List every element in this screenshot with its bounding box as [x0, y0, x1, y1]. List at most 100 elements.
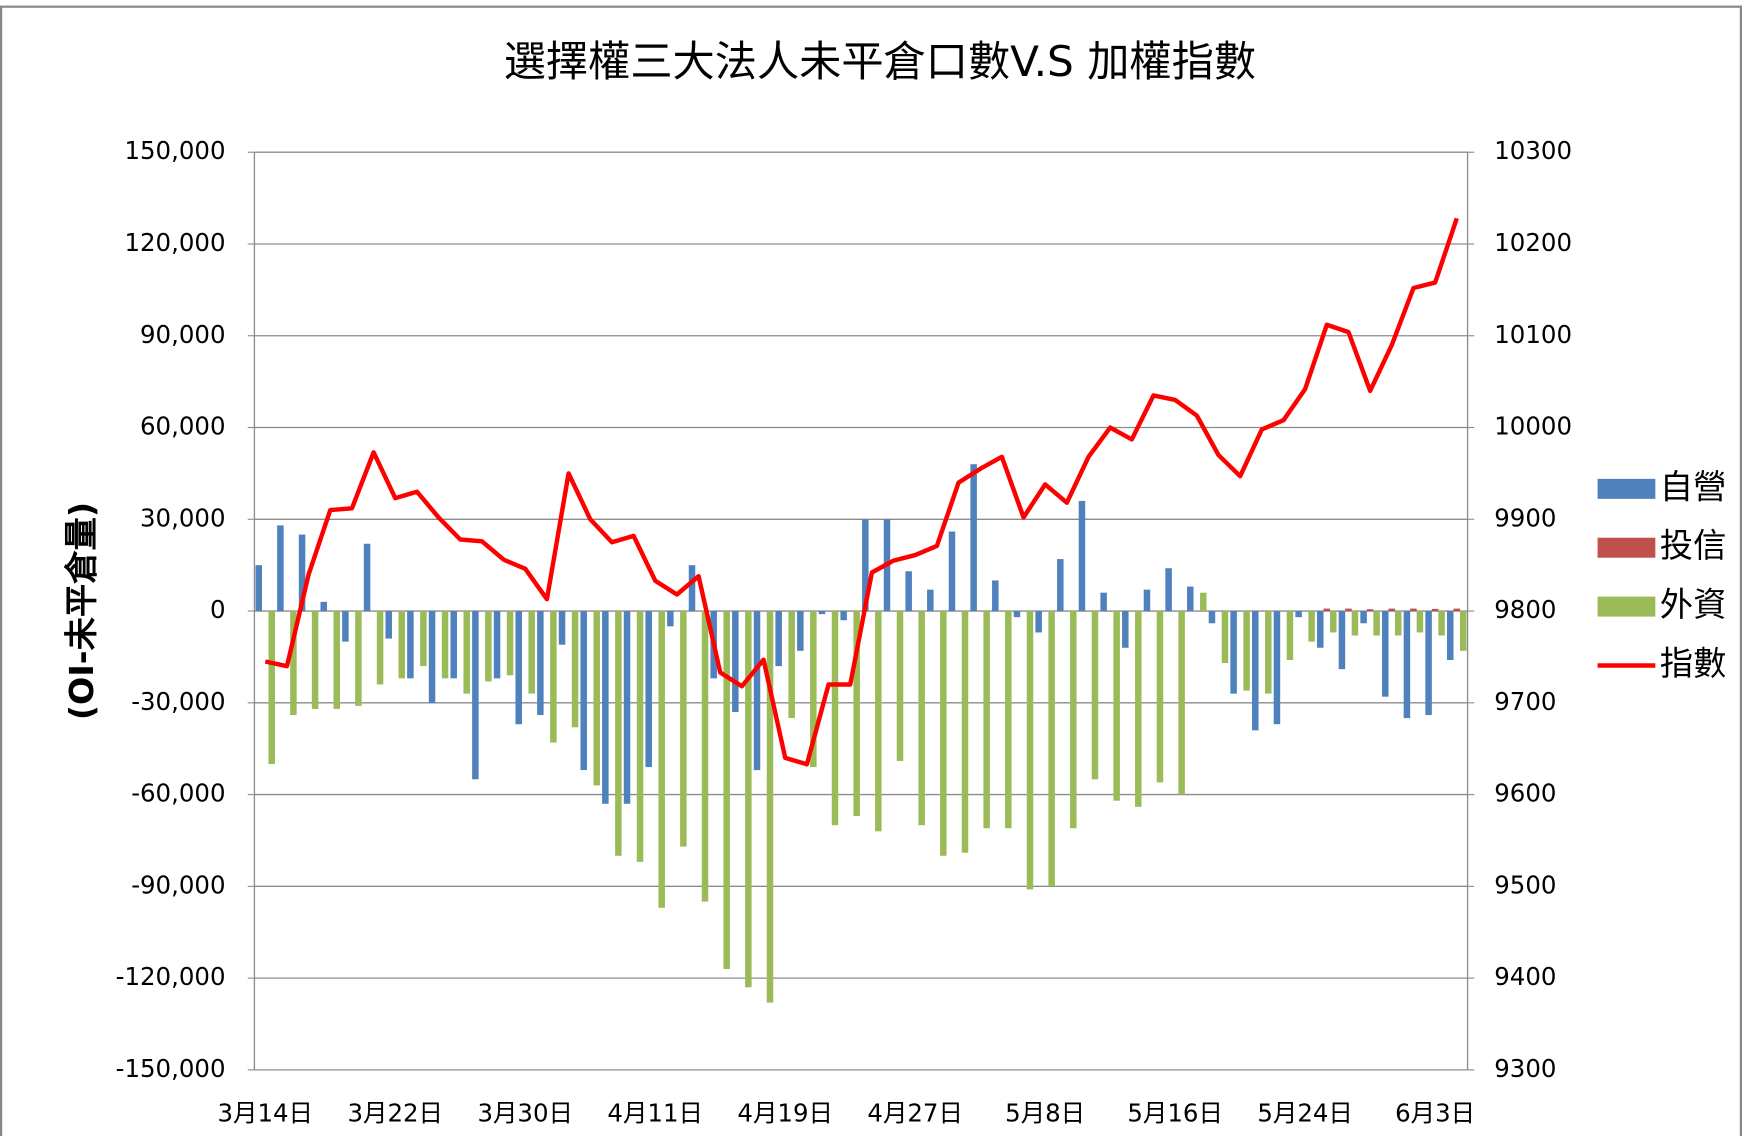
bar — [1308, 611, 1315, 642]
bar — [1323, 608, 1331, 612]
bar — [680, 611, 687, 847]
bar — [1230, 611, 1237, 694]
bar — [623, 611, 631, 804]
y2-tick-label: 9500 — [1494, 870, 1556, 899]
bar — [840, 611, 847, 621]
bar — [1143, 589, 1151, 612]
bar — [1122, 611, 1129, 648]
bar — [580, 611, 587, 771]
bar — [983, 611, 990, 829]
bar — [875, 611, 882, 832]
y2-tick-label: 10200 — [1494, 228, 1572, 257]
bar — [905, 571, 912, 612]
bar — [485, 611, 492, 682]
bar — [1317, 611, 1324, 648]
bar — [515, 611, 522, 725]
y2-tick-label: 9400 — [1494, 962, 1556, 991]
y-tick-label: 30,000 — [140, 503, 226, 532]
bar — [658, 611, 665, 908]
bar — [1135, 611, 1142, 807]
legend-label: 外資 — [1660, 585, 1727, 624]
bar — [775, 611, 782, 667]
bar — [831, 611, 839, 826]
bar — [1447, 611, 1454, 660]
bar — [1091, 611, 1099, 780]
bar — [420, 611, 427, 667]
bar — [450, 611, 457, 679]
legend-label: 自營 — [1660, 467, 1727, 506]
legend-swatch — [1597, 596, 1656, 617]
bar — [493, 611, 501, 679]
y-tick-label: -150,000 — [116, 1054, 226, 1083]
x-tick-label: 5月24日 — [1257, 1098, 1353, 1127]
bar — [896, 611, 904, 761]
bar — [1388, 608, 1396, 612]
bar — [1373, 611, 1380, 636]
bar — [1165, 568, 1172, 612]
bar — [961, 611, 969, 853]
x-tick-label: 4月11日 — [607, 1098, 703, 1127]
bar — [853, 611, 860, 816]
y-tick-label: 150,000 — [124, 136, 225, 165]
bar — [506, 611, 514, 676]
bar — [428, 611, 436, 703]
x-tick-label: 3月22日 — [347, 1098, 443, 1127]
bar — [277, 525, 284, 612]
x-tick-label: 3月14日 — [217, 1098, 313, 1127]
y-tick-label: 0 — [210, 595, 226, 624]
x-tick-label: 4月27日 — [867, 1098, 963, 1127]
bar — [537, 611, 544, 716]
bar — [398, 611, 405, 679]
bar — [1013, 611, 1021, 618]
bar — [333, 611, 340, 709]
bar — [550, 611, 557, 743]
y-tick-label: -30,000 — [131, 687, 225, 716]
y2-tick-label: 10000 — [1494, 412, 1572, 441]
bar — [732, 611, 739, 712]
bar — [1070, 611, 1077, 829]
y-tick-label: 90,000 — [140, 320, 226, 349]
bar — [1453, 608, 1461, 612]
y-tick-label: -90,000 — [131, 870, 225, 899]
bar — [645, 611, 652, 768]
bar — [1078, 500, 1086, 612]
y2-tick-label: 9900 — [1494, 503, 1556, 532]
bar — [1425, 611, 1432, 716]
y-tick-label: -120,000 — [116, 962, 226, 991]
bar — [862, 519, 869, 612]
bar — [1243, 611, 1250, 691]
x-tick-label: 3月30日 — [477, 1098, 573, 1127]
bar — [255, 565, 262, 612]
legend-swatch — [1597, 478, 1656, 499]
bar — [636, 611, 644, 862]
y-tick-label: 60,000 — [140, 412, 226, 441]
bar — [571, 611, 579, 728]
bar — [667, 611, 674, 627]
bar — [1345, 608, 1352, 612]
bar — [355, 611, 362, 706]
bar — [1100, 592, 1107, 612]
bar — [1382, 611, 1389, 697]
bar — [376, 611, 384, 685]
bar — [766, 611, 774, 1003]
bar — [1431, 608, 1439, 612]
bar — [1156, 611, 1164, 783]
bar — [363, 543, 371, 612]
bar — [1403, 611, 1411, 719]
bar — [1178, 611, 1185, 795]
bar — [1057, 559, 1064, 612]
bar — [1286, 611, 1294, 660]
bar — [1438, 611, 1445, 636]
y-tick-label: -60,000 — [131, 779, 225, 808]
bar — [1265, 611, 1272, 694]
bar — [472, 611, 479, 780]
bar — [701, 611, 709, 902]
bar — [1330, 611, 1337, 633]
bar — [1113, 611, 1120, 801]
bar — [992, 580, 999, 612]
y2-tick-label: 10100 — [1494, 320, 1572, 349]
bar — [615, 611, 622, 856]
bar — [463, 611, 470, 694]
